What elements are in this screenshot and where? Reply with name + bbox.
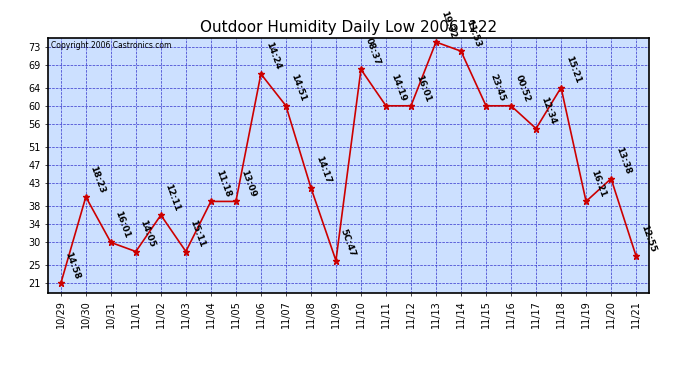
Text: 08:37: 08:37 [364,37,382,67]
Text: 14:58: 14:58 [63,251,82,280]
Text: 14:19: 14:19 [388,73,407,103]
Text: 14:05: 14:05 [139,219,157,249]
Text: 16:21: 16:21 [589,169,607,199]
Text: 5C:47: 5C:47 [339,227,357,258]
Text: 14:51: 14:51 [288,73,307,103]
Text: 14:24: 14:24 [264,41,282,71]
Text: 18:23: 18:23 [88,164,107,194]
Text: 12:34: 12:34 [539,96,557,126]
Text: 13:09: 13:09 [239,169,257,199]
Text: 19:32: 19:32 [439,9,457,39]
Text: 16:01: 16:01 [414,73,432,103]
Text: 15:21: 15:21 [564,55,582,85]
Text: 15:11: 15:11 [188,219,207,249]
Text: 16:01: 16:01 [114,210,132,240]
Text: 12:11: 12:11 [164,182,182,212]
Text: 12:55: 12:55 [639,224,657,253]
Text: 23:45: 23:45 [489,73,507,103]
Text: Copyright 2006 Castronics.com: Copyright 2006 Castronics.com [51,41,172,50]
Text: 13:38: 13:38 [614,146,632,176]
Text: 14:17: 14:17 [314,155,332,185]
Text: 11:18: 11:18 [214,169,232,199]
Title: Outdoor Humidity Daily Low 20061122: Outdoor Humidity Daily Low 20061122 [200,20,497,35]
Text: 00:52: 00:52 [514,73,532,103]
Text: 11:53: 11:53 [464,18,482,48]
